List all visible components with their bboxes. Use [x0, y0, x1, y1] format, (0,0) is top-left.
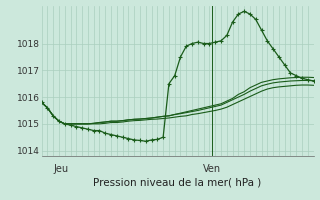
Text: Jeu: Jeu — [53, 164, 68, 173]
Text: Ven: Ven — [203, 164, 221, 173]
X-axis label: Pression niveau de la mer( hPa ): Pression niveau de la mer( hPa ) — [93, 178, 262, 188]
